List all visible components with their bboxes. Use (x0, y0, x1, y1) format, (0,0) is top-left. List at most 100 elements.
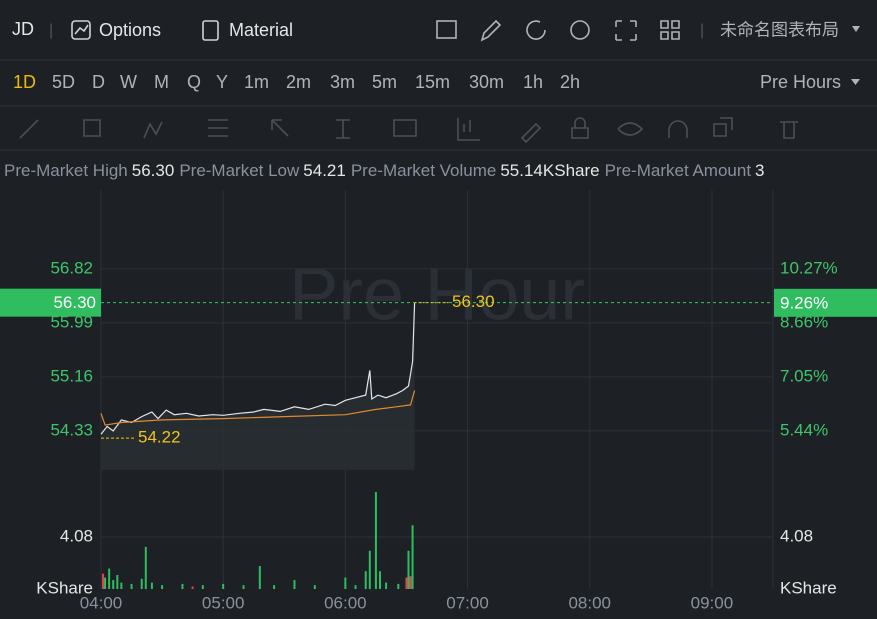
y2-tick-label: 8.66% (780, 312, 828, 331)
stats-bar: Pre-Market High 56.30 Pre-Market Low 54.21 P… (4, 160, 877, 182)
volume-bar (222, 583, 225, 589)
stat-value: 56.30 (131, 161, 175, 180)
icon[interactable] (615, 20, 637, 41)
timeframe[interactable]: 2h (560, 72, 580, 92)
symbol[interactable]: JD (12, 19, 34, 39)
watermark: Pre Hour (289, 253, 585, 336)
volume-bar (313, 585, 316, 589)
y-tick-label: 55.99 (50, 312, 93, 331)
x-tick-label: 08:00 (568, 593, 611, 612)
volume-bar (378, 571, 381, 589)
volume-bar (161, 585, 164, 589)
stat-label: Pre-Market Low (179, 161, 300, 180)
timeframe[interactable]: 15m (415, 72, 450, 92)
y2-tick-label: 10.27% (780, 258, 838, 277)
volume-bar (242, 585, 245, 589)
volume-bar (374, 492, 377, 589)
timeframe[interactable]: M (154, 72, 169, 92)
layout-name[interactable]: 未命名图表布局 (720, 20, 839, 39)
y-tick-label: 54.33 (50, 420, 93, 439)
volume-bar (191, 586, 194, 589)
volume-bar (354, 585, 357, 589)
volume-tick-label: 4.08 (780, 526, 813, 545)
icon[interactable] (480, 19, 502, 42)
volume-bar (364, 571, 367, 589)
stat-value: 3 (755, 161, 765, 180)
y2-tick-label: 5.44% (780, 421, 828, 440)
icon[interactable] (436, 20, 457, 39)
timeframe[interactable]: 2m (286, 72, 311, 92)
y-tick-label: 56.82 (50, 258, 93, 277)
area (101, 302, 415, 470)
volume-unit: KShare (780, 578, 837, 597)
options-icon[interactable] (71, 20, 91, 40)
volume-bar (201, 585, 204, 589)
separator: | (49, 22, 53, 39)
volume-bar (344, 577, 347, 589)
volume-bar (104, 577, 107, 589)
toolbar-icons (19, 19, 798, 144)
volume-bar (108, 568, 111, 589)
volume-bar (273, 585, 276, 589)
stat-label: Pre-Market Volume (350, 161, 497, 180)
drawing-tools[interactable] (19, 117, 798, 144)
icon[interactable] (526, 20, 546, 40)
session[interactable]: Pre Hours (760, 72, 841, 92)
volume-bar (409, 576, 412, 589)
stat-label: Pre-Market High (4, 161, 128, 180)
timeframe[interactable]: 3m (330, 72, 355, 92)
volume-bar (293, 580, 296, 589)
timeframe[interactable]: Y (216, 72, 228, 92)
volume-bar (140, 578, 143, 589)
volume-bar (181, 583, 184, 589)
timeframe[interactable]: 1h (523, 72, 543, 92)
timeframe[interactable]: D (92, 72, 105, 92)
price-line (100, 390, 416, 426)
y2-tick-label: 7.05% (780, 366, 828, 385)
material[interactable]: Material (229, 20, 293, 40)
volume-unit: KShare (36, 578, 93, 597)
icon[interactable] (570, 20, 590, 40)
price-tag-label: 56.30 (53, 293, 96, 312)
price-tag (0, 288, 101, 317)
volume-bar (130, 583, 133, 589)
volume-bar (407, 550, 410, 589)
y-tick-label: 55.16 (50, 366, 93, 385)
volume-bar (405, 577, 408, 589)
volume-bar (120, 582, 123, 589)
stat-label: Pre-Market Amount (604, 161, 752, 180)
volume-bar (258, 566, 261, 589)
x-tick-label: 09:00 (691, 593, 734, 612)
material-icon[interactable] (202, 20, 219, 41)
timeframe[interactable]: W (120, 72, 137, 92)
high-label: 56.30 (452, 292, 495, 311)
timeframe[interactable]: 1m (244, 72, 269, 92)
timeframe[interactable]: 5m (372, 72, 397, 92)
volume-bar (102, 573, 105, 589)
options[interactable]: Options (99, 20, 161, 40)
timeframe[interactable]: 5D (52, 72, 75, 92)
volume-bar (116, 574, 119, 589)
volume-bar (397, 583, 400, 589)
change-tag-label: 9.26% (780, 293, 828, 312)
volume-bar (144, 546, 147, 589)
separator: | (700, 22, 704, 39)
timeframe[interactable]: 30m (469, 72, 504, 92)
dropdown-arrow[interactable] (852, 26, 860, 32)
volume-bar (385, 582, 388, 589)
price-line (100, 302, 416, 435)
icon[interactable] (660, 20, 680, 40)
timeframe[interactable]: 1D (13, 72, 36, 92)
x-tick-label: 05:00 (202, 593, 245, 612)
dropdown-arrow[interactable] (851, 79, 860, 85)
options-icon (74, 24, 89, 35)
x-tick-label: 06:00 (324, 593, 367, 612)
timeframe[interactable]: Q (187, 72, 201, 92)
volume-bar (411, 525, 414, 589)
volume-bar (150, 582, 153, 589)
low-label: 54.22 (138, 428, 181, 447)
volume-tick-label: 4.08 (60, 526, 93, 545)
change-tag (774, 288, 877, 317)
stat-value: 54.21 (303, 161, 346, 180)
